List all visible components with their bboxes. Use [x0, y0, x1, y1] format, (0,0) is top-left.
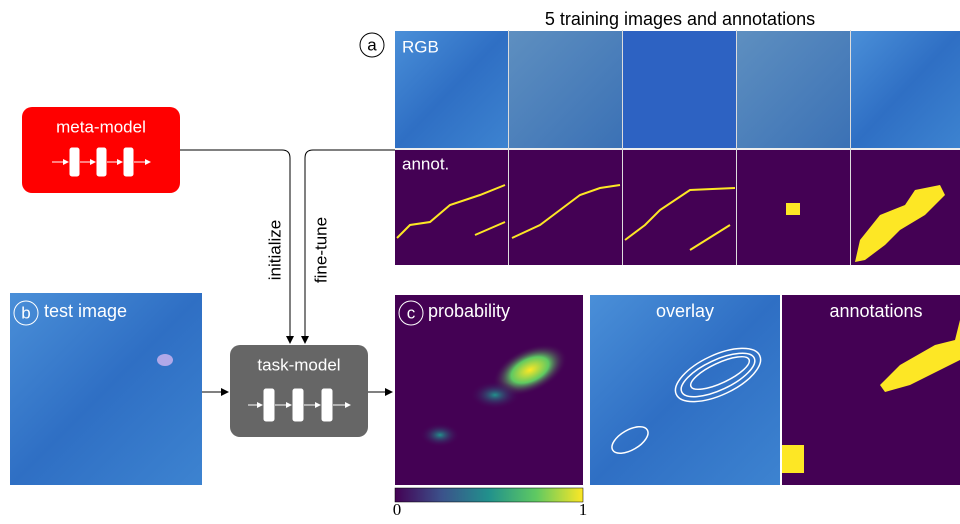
- test-image-detail: [157, 354, 173, 366]
- panel-label: annotations: [829, 301, 922, 321]
- annotation-shape: [782, 445, 804, 473]
- title: 5 training images and annotations: [545, 9, 815, 29]
- annotations-map: [782, 295, 960, 485]
- colorbar-label: 1: [579, 500, 588, 519]
- meta-model-label: meta-model: [56, 117, 146, 136]
- row-label: RGB: [402, 37, 439, 56]
- figure: 5 training images and annotations a RGB …: [0, 0, 960, 519]
- overlay-image: [590, 295, 780, 485]
- marker: c: [407, 303, 416, 322]
- rgb-row: [395, 31, 960, 148]
- panel-label: test image: [44, 301, 127, 321]
- probability-blob: [470, 381, 520, 409]
- colorbar-label: 0: [393, 500, 402, 519]
- probability-blob: [420, 423, 460, 447]
- task-model-label: task-model: [257, 355, 340, 374]
- panel-label: probability: [428, 301, 510, 321]
- marker: a: [367, 35, 377, 54]
- test-image: [10, 293, 202, 485]
- marker: b: [21, 303, 30, 322]
- edge-label: initialize: [265, 220, 284, 280]
- panel-label: overlay: [656, 301, 714, 321]
- row-label: annot.: [402, 154, 449, 173]
- colorbar: [395, 488, 583, 502]
- edge-label: fine-tune: [311, 217, 330, 283]
